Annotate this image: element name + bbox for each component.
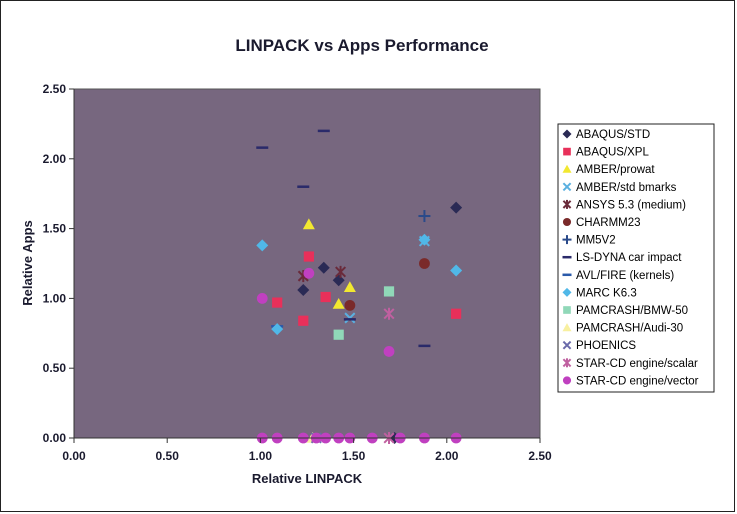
legend-marker-2: [562, 164, 572, 173]
marker-14-1: [303, 267, 315, 279]
marker-2-0: [302, 218, 315, 230]
chart-title: LINPACK vs Apps Performance: [235, 36, 488, 55]
legend-marker-14: [562, 376, 572, 385]
legend-label-0: ABAQUS/STD: [576, 129, 650, 141]
marker-1-4: [451, 308, 462, 319]
y-tick-label-0: 0.00: [43, 431, 67, 445]
legend-label-11: PAMCRASH/Audi-30: [576, 323, 683, 335]
x-axis-title: Relative LINPACK: [252, 471, 363, 486]
marker-1-3: [320, 291, 331, 303]
y-tick-label-1: 0.50: [43, 361, 67, 375]
y-tick-label-5: 2.50: [43, 82, 67, 96]
marker-13-0: [383, 307, 395, 320]
marker-0-0: [297, 284, 310, 297]
marker-6-0: [418, 210, 431, 223]
x-tick-label-2: 1.00: [249, 449, 273, 463]
x-axis-ticks: 0.00 0.50 1.00 1.50 2.00 2.50: [62, 438, 552, 463]
y-axis-title: Relative Apps: [20, 220, 35, 306]
x-tick-label-0: 0.00: [62, 449, 86, 463]
x-tick-label-4: 2.00: [435, 449, 459, 463]
legend-label-5: CHARMM23: [576, 217, 641, 229]
y-tick-label-2: 1.00: [43, 291, 67, 305]
legend-label-8: AVL/FIRE (kernels): [576, 270, 674, 282]
marker-4-1: [335, 265, 347, 278]
marker-10-1: [383, 286, 395, 297]
legend-marker-0: [562, 129, 572, 139]
legend-marker-3: [562, 182, 572, 192]
legend-label-4: ANSYS 5.3 (medium): [576, 199, 686, 211]
legend-label-3: AMBER/std bmarks: [576, 182, 677, 194]
plot-area: [73, 88, 541, 439]
marker-3-1: [344, 312, 356, 324]
legend-label-12: PHOENICS: [576, 340, 636, 352]
marker-0-3: [450, 201, 463, 214]
marker-10-0: [333, 329, 344, 340]
marker-1-0: [272, 297, 283, 308]
legend-label-9: MARC K6.3: [576, 287, 637, 299]
legend-label-10: PAMCRASH/BMW-50: [576, 305, 688, 317]
legend-marker-5: [562, 217, 572, 227]
legend-marker-4: [562, 199, 572, 209]
legend-marker-13: [562, 358, 572, 368]
legend-marker-12: [562, 340, 572, 350]
marker-2-1: [332, 297, 345, 309]
marker-9-3: [418, 233, 431, 246]
x-tick-label-5: 2.50: [528, 449, 552, 463]
legend-box: [557, 123, 715, 393]
x-tick-label-3: 1.50: [342, 449, 366, 463]
legend-marker-9: [562, 287, 572, 297]
legend-marker-1: [563, 147, 571, 156]
marker-9-2: [450, 264, 463, 277]
marker-2-2: [343, 281, 356, 293]
marker-9-0: [256, 239, 269, 252]
legend: ABAQUS/STD ABAQUS/XPL AMBER/prowat AMBER/st…: [562, 129, 699, 387]
legend-marker-11: [562, 323, 572, 332]
marker-14-2: [383, 346, 395, 357]
legend-label-14: STAR-CD engine/vector: [576, 375, 699, 387]
y-tick-label-3: 1.50: [43, 222, 67, 236]
y-axis-ticks: 0.00 0.50 1.00 1.50 2.00 2.50: [43, 82, 74, 445]
marker-5-1: [419, 258, 430, 269]
marker-0-1: [317, 261, 330, 274]
legend-label-6: MM5V2: [576, 235, 616, 247]
legend-marker-10: [563, 306, 571, 314]
y-tick-label-4: 2.00: [43, 152, 67, 166]
legend-label-7: LS-DYNA car impact: [576, 252, 682, 264]
legend-label-1: ABAQUS/XPL: [576, 147, 649, 159]
marker-14-0: [256, 293, 268, 304]
marker-0-2: [332, 274, 345, 287]
marker-9-1: [271, 323, 284, 336]
marker-5-0: [344, 299, 356, 311]
x-tick-label-1: 0.50: [156, 449, 180, 463]
legend-label-2: AMBER/prowat: [576, 164, 655, 176]
marker-1-2: [303, 251, 314, 262]
legend-marker-6: [562, 235, 572, 245]
marker-1-1: [298, 315, 309, 326]
legend-label-13: STAR-CD engine/scalar: [576, 358, 698, 370]
